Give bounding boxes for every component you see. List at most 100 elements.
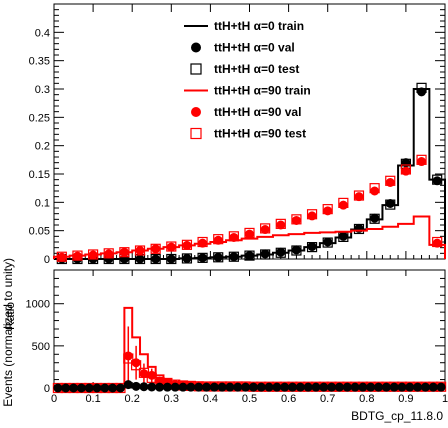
data-square [213,252,224,263]
data-point [198,253,208,263]
data-point [135,246,145,255]
data-square [150,253,161,265]
data-square [181,253,193,264]
bottom-y-tick-label: 500 [32,341,50,353]
data-point [389,382,399,392]
legend-label: ttH+tH α=0 val [214,41,295,55]
data-point [147,382,157,392]
data-point [92,383,102,393]
data-square [416,82,427,93]
data-square [72,250,83,261]
data-square [322,204,333,215]
data-point [248,382,258,392]
legend-entry: ttH+tH α=90 val [191,105,301,119]
legend-entry: ttH+tH α=0 train [184,19,304,33]
data-point [280,382,290,392]
series-top [56,154,443,262]
data-point [217,382,227,392]
data-point [104,249,114,259]
data-point [245,229,254,239]
data-square [244,250,255,261]
data-point [245,251,254,261]
data-point [436,382,446,392]
data-square [181,239,193,250]
bottom-y-tick-label: 0 [44,383,50,395]
data-point [291,245,301,255]
legend-circle-swatch [191,107,201,117]
data-square [416,154,427,165]
x-tick-label: 0.4 [203,393,218,405]
top-y-tick-label: 0.15 [29,169,50,181]
x-tick-label: 0.6 [281,393,296,405]
series-top [57,157,442,262]
data-square [291,214,302,225]
data-point [385,198,395,208]
series-bottom [53,380,446,393]
data-point [413,382,423,392]
x-tick-label: 0.1 [85,393,100,405]
x-axis-label: BDTG_cp_11.8.0 [351,409,443,423]
data-point [57,252,67,262]
x-tick-label: 0 [51,393,57,405]
data-point [166,254,176,264]
data-point [432,176,442,186]
legend-label: ttH+tH α=90 test [214,127,306,141]
data-point [84,383,94,393]
data-square [353,190,365,201]
legend-entry: ttH+tH α=0 test [190,62,299,76]
top-y-tick-label: 0.35 [29,56,50,68]
data-point [209,382,219,392]
bottom-panel-series [52,306,447,394]
data-square [385,175,396,186]
data-point [272,382,282,392]
data-point [61,383,71,393]
top-y-tick-label: 0.4 [35,27,50,39]
data-point [350,382,360,392]
data-point [229,232,239,242]
data-square [275,218,286,229]
data-point [213,235,223,245]
data-point [276,220,286,230]
data-point [69,383,79,393]
legend-entry: ttH+tH α=90 test [190,127,306,141]
data-square [166,241,177,252]
data-point [397,382,407,392]
data-point [288,382,298,392]
data-square [369,183,380,194]
data-point [260,225,270,235]
data-point [420,382,430,392]
x-tick-label: 0.9 [398,393,413,405]
data-point [370,213,380,223]
data-square [213,234,224,245]
data-square [385,199,396,210]
top-y-tick-label: 0.2 [35,141,50,153]
data-point [319,382,329,392]
data-point [119,247,129,257]
data-point [100,383,110,393]
top-y-tick-label: 0 [44,254,50,266]
top-y-tick-label: 0.1 [35,197,50,209]
data-point [162,382,172,392]
series-bottom [54,306,446,389]
x-tick-label: 0.8 [359,393,374,405]
legend-label: ttH+tH α=90 train [214,84,311,98]
top-y-tick-label: 0.05 [29,226,50,238]
data-point [123,380,133,390]
data-point [307,242,317,252]
data-square [353,223,365,235]
data-square [432,236,443,248]
data-square [134,245,146,256]
data-square [260,223,271,234]
legend-square-swatch [190,63,202,75]
bottom-y-tick-label: 1000 [26,299,50,311]
data-point [135,254,145,264]
legend-label: ttH+tH α=90 val [214,105,301,119]
data-point [256,382,266,392]
data-point [342,382,352,392]
data-square [150,243,161,254]
data-square [260,249,271,260]
top-panel-series [53,82,446,265]
data-point [233,382,243,392]
data-point [108,383,118,393]
